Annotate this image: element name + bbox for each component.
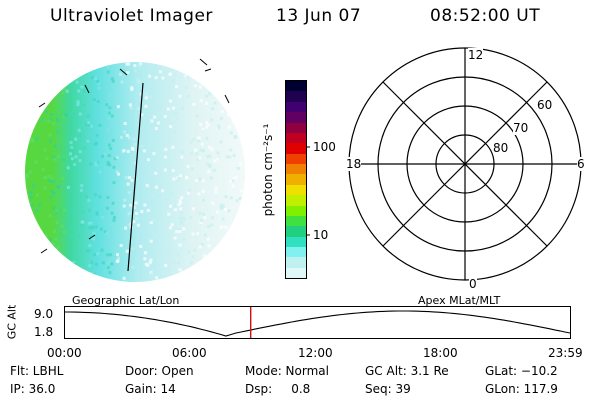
timeline-xtick-3: 18:00 — [423, 346, 458, 360]
terminator-line — [127, 82, 144, 272]
polar-label-top: 12 — [468, 48, 484, 62]
timeline-axis-label: GC Alt — [5, 304, 19, 340]
polar-ring-label-60: 60 — [537, 98, 553, 112]
polar-label-bottom: 0 — [469, 277, 477, 291]
status-door: Door: Open — [125, 364, 194, 378]
status-glon: GLon: 117.9 — [485, 382, 558, 396]
status-dsp: Dsp: 0.8 — [245, 382, 311, 396]
date-label: 13 Jun 07 — [276, 6, 362, 26]
status-filter: Flt: LBHL — [10, 364, 64, 378]
polar-label-right: 6 — [577, 157, 585, 171]
polar-ring-label-70: 70 — [513, 121, 529, 135]
instrument-title: Ultraviolet Imager — [50, 6, 213, 26]
status-gc-alt: GC Alt: 3.1 Re — [365, 364, 449, 378]
timeline-xtick-1: 06:00 — [172, 346, 207, 360]
status-seq: Seq: 39 — [365, 382, 411, 396]
colorbar-tick-100: 100 — [313, 140, 336, 154]
colorbar-ticks — [306, 146, 310, 236]
altitude-curve — [64, 310, 571, 337]
timeline-xtick-0: 00:00 — [47, 346, 82, 360]
timeline-ytick-top: 9.0 — [34, 307, 54, 321]
colorbar — [285, 80, 307, 279]
timeline-right-title: Apex MLat/MLT — [418, 294, 501, 307]
timeline-plot — [64, 306, 571, 339]
polar-plot — [348, 47, 582, 281]
timeline-ytick-bottom: 1.8 — [34, 325, 54, 339]
polar-label-left: 18 — [346, 157, 362, 171]
colorbar-tick-10: 10 — [313, 228, 329, 242]
polar-ring-label-80: 80 — [493, 141, 509, 155]
timeline-left-title: Geographic Lat/Lon — [72, 294, 180, 307]
timeline-xtick-2: 12:00 — [298, 346, 333, 360]
colorbar-label: photon cm⁻²s⁻¹ — [261, 123, 275, 217]
star-marks — [38, 58, 230, 254]
timeline-xtick-4: 23:59 — [548, 346, 583, 360]
time-label: 08:52:00 UT — [430, 6, 541, 26]
status-gain: Gain: 14 — [125, 382, 176, 396]
aurora-image — [25, 58, 245, 282]
earth-disk — [25, 62, 245, 282]
timeline-frame — [64, 306, 571, 339]
status-ip: IP: 36.0 — [10, 382, 56, 396]
status-glat: GLat: −10.2 — [485, 364, 558, 378]
status-mode: Mode: Normal — [245, 364, 329, 378]
